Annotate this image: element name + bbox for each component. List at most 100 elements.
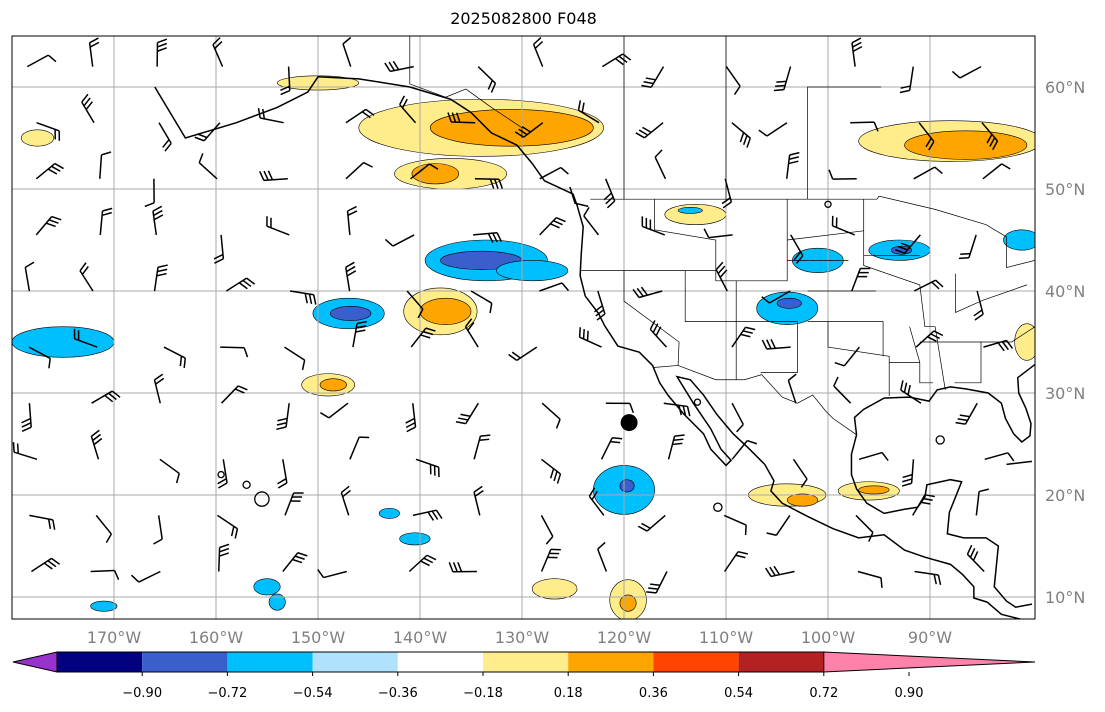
colorbar-swatch xyxy=(57,652,143,672)
longitude-label: 170°W xyxy=(87,628,142,647)
wind-barb xyxy=(198,153,218,180)
anomaly-region xyxy=(531,578,578,600)
wind-barb xyxy=(415,458,440,478)
wind-barb xyxy=(540,458,562,484)
latitude-label: 40°N xyxy=(1045,282,1085,301)
coastline xyxy=(853,363,1035,443)
wind-barb xyxy=(955,402,978,425)
wind-barb xyxy=(352,320,368,348)
wind-barb xyxy=(90,569,120,580)
wind-barb xyxy=(26,54,57,68)
wind-barb xyxy=(790,234,804,264)
wind-barb xyxy=(90,429,103,460)
wind-barb xyxy=(731,122,751,148)
wind-barb xyxy=(345,108,375,124)
island xyxy=(693,398,702,406)
colorbar-label: 0.90 xyxy=(895,686,924,701)
wind-barb xyxy=(721,178,733,209)
border-line xyxy=(807,86,882,200)
wind-barb xyxy=(220,346,249,358)
colorbar-label: −0.18 xyxy=(463,686,503,701)
wind-barb xyxy=(213,234,225,264)
wind-barb xyxy=(981,122,999,151)
wind-barb xyxy=(412,509,443,521)
border-line xyxy=(807,321,884,357)
wind-barb xyxy=(723,550,749,572)
wind-barb xyxy=(406,290,424,319)
wind-barb xyxy=(703,228,733,239)
wind-barb xyxy=(259,170,288,182)
border-line xyxy=(623,270,680,366)
anomaly-region xyxy=(378,507,400,519)
wind-barb xyxy=(473,434,491,460)
wind-barb xyxy=(464,318,479,348)
map-frame xyxy=(11,35,1036,620)
wind-barb xyxy=(715,261,728,292)
wind-barb xyxy=(600,437,623,460)
anomaly-region xyxy=(776,297,802,309)
wind-barb xyxy=(966,544,985,573)
coastline xyxy=(1006,460,1033,466)
wind-barb xyxy=(344,261,357,292)
wind-barb xyxy=(605,402,635,414)
colorbar-swatch xyxy=(312,652,398,672)
wind-barb xyxy=(539,282,570,292)
wind-barb xyxy=(603,178,616,209)
wind-barb xyxy=(851,37,863,67)
wind-barb xyxy=(346,205,358,235)
border-line xyxy=(919,326,1035,343)
wind-barb xyxy=(588,487,605,516)
wind-barb xyxy=(408,554,437,573)
wind-barb xyxy=(266,216,290,236)
wind-barb xyxy=(646,571,668,594)
longitude-label: 120°W xyxy=(597,628,652,647)
wind-barb xyxy=(632,286,663,299)
wind-barb xyxy=(276,403,290,431)
colorbar-swatch xyxy=(653,652,739,672)
wind-barb xyxy=(539,166,569,180)
wind-barb xyxy=(583,206,600,236)
border-line xyxy=(653,365,857,436)
anomaly-region xyxy=(12,326,115,358)
border-line xyxy=(684,270,798,373)
wind-barb xyxy=(540,548,561,572)
longitude-labels: 170°W 160°W 150°W 140°W 130°W 120°W 110°W 100°W… xyxy=(87,628,952,647)
border-line xyxy=(909,326,934,384)
wind-barb xyxy=(163,346,187,369)
location-marker xyxy=(620,414,638,432)
latitude-labels: 60°N 50°N 40°N 30°N 20°N 10°N xyxy=(1045,78,1085,607)
colorbar-swatch xyxy=(483,652,569,672)
wind-barb xyxy=(725,66,741,95)
wind-barb xyxy=(217,514,239,539)
wind-barb xyxy=(35,215,62,236)
wind-barb xyxy=(851,267,871,292)
wind-barb xyxy=(761,290,791,304)
wind-barb xyxy=(541,402,561,429)
wind-barb xyxy=(635,122,664,139)
island xyxy=(824,200,832,209)
wind-barb xyxy=(156,38,168,67)
colorbar-extend-min xyxy=(12,651,58,673)
wind-barb xyxy=(766,514,791,537)
wind-barb xyxy=(975,488,989,516)
wind-barb xyxy=(342,36,352,67)
anomaly-region xyxy=(399,532,431,546)
wind-barb xyxy=(958,234,977,260)
wind-barb xyxy=(88,37,100,67)
wind-barb xyxy=(317,568,347,579)
wind-barb xyxy=(410,327,436,348)
colorbar-label: 0.36 xyxy=(639,686,668,701)
wind-barb xyxy=(410,163,439,180)
wind-barb xyxy=(913,166,943,180)
island xyxy=(217,470,225,479)
wind-barb xyxy=(858,451,889,462)
wind-barb xyxy=(21,403,32,433)
border-line xyxy=(590,195,1035,268)
wind-barb xyxy=(447,112,476,124)
anomaly-region xyxy=(1014,323,1035,361)
colorbar-label: −0.72 xyxy=(207,686,247,701)
wind-barb xyxy=(982,163,1011,180)
anomaly-region xyxy=(329,305,372,321)
wind-barb xyxy=(912,494,935,516)
colorbar-label: −0.36 xyxy=(378,686,418,701)
